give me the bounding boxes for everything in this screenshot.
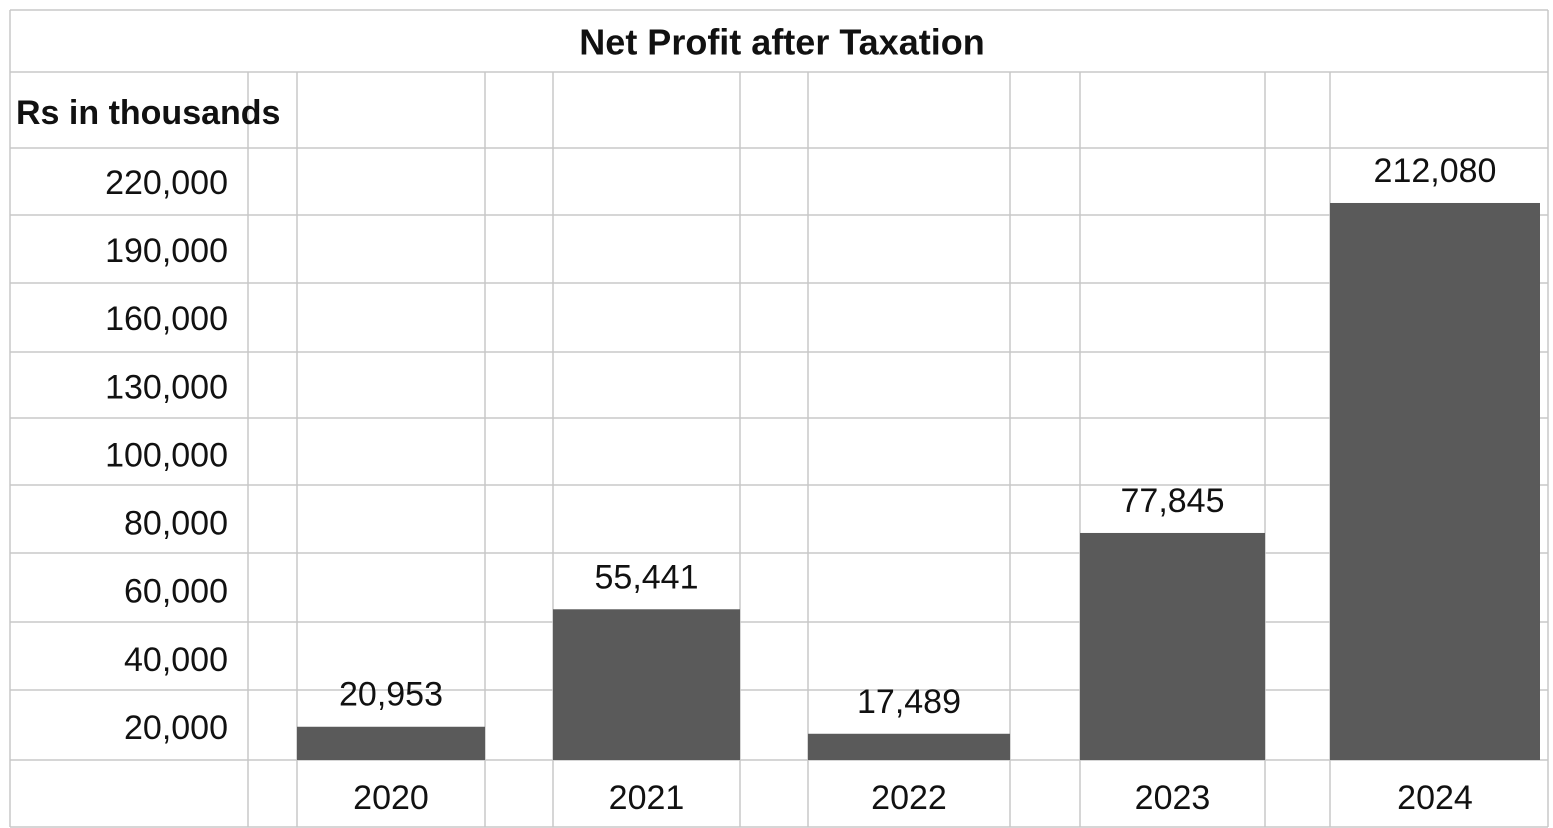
bar	[553, 609, 740, 760]
y-axis-label: Rs in thousands	[16, 94, 280, 132]
value-label: 77,845	[1121, 482, 1225, 520]
x-tick-label: 2021	[609, 779, 685, 817]
value-label: 55,441	[595, 558, 699, 596]
bar	[1330, 202, 1540, 761]
y-tick-label: 20,000	[124, 709, 228, 747]
y-tick-label: 130,000	[105, 368, 228, 406]
x-tick-label: 2020	[353, 779, 429, 817]
x-tick-label: 2022	[871, 779, 947, 817]
x-tick-label: 2024	[1397, 779, 1473, 817]
y-tick-label: 190,000	[105, 232, 228, 270]
bar	[808, 733, 1010, 760]
value-label: 20,953	[339, 676, 443, 714]
value-label: 17,489	[857, 683, 961, 721]
y-tick-label: 80,000	[124, 505, 228, 543]
x-tick-label: 2023	[1135, 779, 1211, 817]
value-label: 212,080	[1374, 152, 1497, 190]
y-tick-label: 40,000	[124, 641, 228, 679]
y-tick-label: 60,000	[124, 573, 228, 611]
sheet-grid	[9, 9, 1549, 828]
bar	[297, 726, 485, 760]
y-tick-label: 220,000	[105, 164, 228, 202]
chart-title: Net Profit after Taxation	[579, 22, 984, 63]
bar	[1080, 532, 1265, 760]
y-tick-label: 160,000	[105, 300, 228, 338]
y-tick-label: 100,000	[105, 436, 228, 474]
